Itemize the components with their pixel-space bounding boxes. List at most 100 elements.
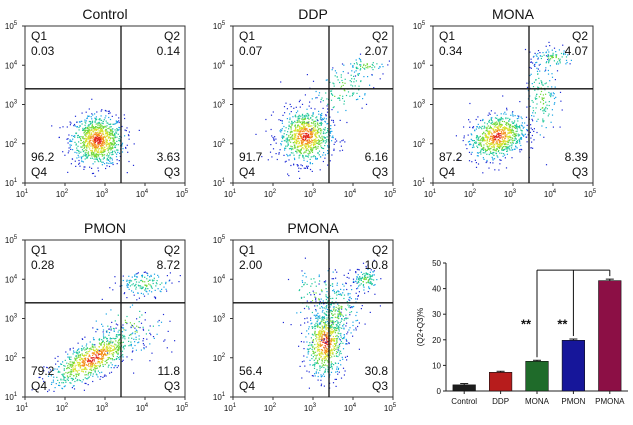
scatter-point — [84, 336, 86, 338]
scatter-point — [63, 368, 65, 370]
scatter-point — [306, 155, 308, 157]
scatter-point — [347, 317, 349, 319]
scatter-point — [548, 55, 550, 57]
scatter-point — [330, 324, 333, 326]
scatter-point — [72, 362, 75, 364]
scatter-point — [381, 63, 383, 65]
scatter-point — [306, 300, 308, 302]
scatter-point — [92, 375, 94, 377]
scatter-point — [285, 102, 287, 104]
scatter-point — [323, 366, 325, 369]
scatter-point — [74, 136, 76, 138]
scatter-point — [536, 61, 538, 63]
scatter-point — [317, 345, 319, 347]
scatter-point — [91, 128, 93, 130]
scatter-point — [58, 384, 60, 386]
scatter-point — [111, 130, 113, 132]
scatter-point — [493, 151, 495, 154]
scatter-point — [111, 147, 113, 149]
quadrant-label: Q3 — [372, 165, 388, 179]
scatter-point — [87, 155, 89, 157]
scatter-point — [337, 317, 339, 319]
scatter-point — [513, 135, 515, 137]
scatter-point — [91, 126, 93, 128]
scatter-point — [115, 327, 117, 329]
scatter-point — [366, 276, 368, 278]
scatter-point — [283, 154, 285, 156]
scatter-point — [290, 106, 292, 108]
scatter-point — [305, 336, 307, 338]
scatter-point — [79, 380, 82, 382]
scatter-point — [334, 75, 336, 77]
scatter-point — [479, 143, 481, 145]
scatter-point — [107, 149, 109, 152]
scatter-point — [78, 162, 81, 164]
scatter-point — [111, 342, 113, 344]
scatter-point — [91, 364, 93, 366]
scatter-point — [535, 98, 537, 100]
scatter-point — [94, 175, 96, 177]
scatter-point — [153, 279, 155, 281]
scatter-point — [353, 75, 355, 77]
scatter-point — [303, 119, 305, 121]
scatter-point — [294, 147, 296, 149]
scatter-point — [335, 309, 337, 311]
scatter-point — [529, 51, 531, 53]
scatter-point — [68, 150, 70, 152]
scatter-point — [100, 145, 103, 147]
scatter-point — [337, 310, 339, 312]
scatter-point — [101, 341, 104, 343]
scatter-point — [320, 340, 322, 342]
scatter-point — [319, 322, 321, 324]
scatter-point — [476, 126, 478, 128]
scatter-point — [310, 323, 312, 325]
scatter-point — [93, 135, 95, 137]
scatter-point — [145, 284, 147, 286]
scatter-point — [333, 85, 335, 87]
scatter-point — [126, 286, 128, 288]
scatter-point — [329, 353, 331, 355]
scatter-point — [71, 387, 73, 389]
scatter-point — [116, 140, 118, 142]
scatter-point — [506, 109, 508, 111]
scatter-point — [294, 142, 297, 144]
scatter-point — [99, 141, 101, 143]
scatter-point — [83, 144, 85, 146]
scatter-point — [330, 90, 332, 92]
scatter-point — [323, 325, 326, 328]
scatter-point — [499, 118, 501, 120]
scatter-point — [146, 291, 148, 293]
scatter-point — [547, 49, 549, 51]
scatter-point — [96, 138, 98, 140]
scatter-point — [542, 97, 544, 99]
scatter-point — [141, 314, 143, 316]
scatter-point — [93, 339, 95, 341]
scatter-point — [97, 149, 100, 151]
scatter-point — [125, 146, 127, 149]
scatter-point — [321, 359, 323, 361]
scatter-point — [295, 106, 297, 108]
scatter-point — [107, 347, 109, 349]
scatter-point — [512, 115, 514, 117]
scatter-point — [110, 137, 112, 139]
scatter-point — [84, 360, 86, 362]
x-tick-label: 102 — [464, 189, 477, 199]
scatter-point — [58, 371, 60, 373]
scatter-point — [79, 356, 81, 358]
scatter-point — [78, 365, 80, 367]
scatter-point — [489, 131, 491, 133]
scatter-point — [109, 372, 111, 374]
scatter-point — [290, 145, 292, 147]
scatter-point — [110, 340, 112, 342]
scatter-point — [363, 76, 365, 78]
scatter-point — [318, 336, 320, 338]
scatter-point — [501, 128, 503, 131]
scatter-point — [320, 147, 323, 149]
scatter-point — [87, 153, 89, 155]
scatter-point — [320, 116, 322, 118]
scatter-point — [337, 290, 339, 292]
scatter-point — [306, 136, 308, 138]
scatter-point — [92, 360, 94, 362]
scatter-point — [294, 130, 296, 132]
scatter-point — [537, 89, 539, 91]
